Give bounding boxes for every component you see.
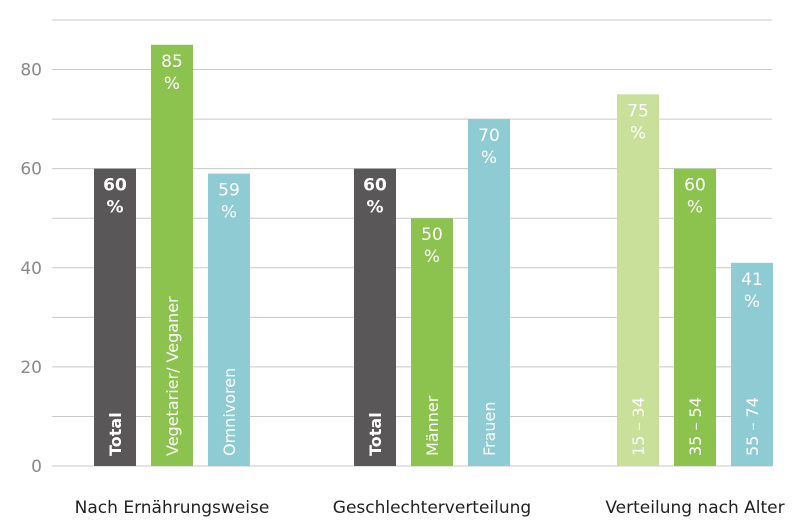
bar-unit-label: % [106, 198, 123, 218]
bar-category-label: 15 – 34 [629, 397, 648, 456]
bar [151, 44, 193, 467]
bar-category-label: 55 – 74 [743, 397, 762, 456]
y-axis: 0 20 40 60 80 [20, 61, 42, 477]
bar-category-label: 35 – 54 [686, 397, 705, 456]
bar [617, 94, 659, 466]
bar-category-label: Männer [423, 395, 442, 456]
bar-unit-label: % [164, 74, 180, 94]
bar-value-label: 59 [218, 181, 240, 201]
bars: 60% Total 85% Vegetarier/ Veganer 59% Omnivor… [94, 44, 773, 467]
bar [731, 262, 773, 466]
bar-unit-label: % [744, 292, 760, 312]
y-tick-label: 80 [20, 61, 42, 81]
bar-unit-label: % [630, 123, 646, 143]
bar-category-label: Total [366, 412, 385, 456]
bar-value-label: 50 [421, 225, 443, 245]
y-tick-label: 60 [20, 160, 42, 180]
bar-unit-label: % [481, 148, 497, 168]
bar-value-label: 60 [103, 176, 127, 196]
bar-value-label: 85 [161, 52, 183, 72]
bar [468, 119, 510, 466]
bar-value-label: 60 [363, 176, 387, 196]
bar-category-label: Total [106, 412, 125, 456]
group-label: Verteilung nach Alter [605, 498, 784, 518]
bar-category-label: Omnivoren [220, 368, 239, 456]
group-label: Geschlechterverteilung [333, 498, 531, 518]
bar-value-label: 60 [684, 176, 706, 196]
bar-unit-label: % [424, 247, 440, 267]
y-tick-label: 20 [20, 358, 42, 378]
bar [411, 218, 453, 466]
bar-category-label: Frauen [480, 401, 499, 456]
bar-unit-label: % [687, 198, 703, 218]
bar-unit-label: % [366, 198, 383, 218]
bar-value-label: 41 [741, 270, 763, 290]
group-label: Nach Ernährungsweise [75, 498, 270, 518]
bar-category-label: Vegetarier/ Veganer [163, 296, 182, 456]
bar [94, 168, 136, 466]
bar [354, 168, 396, 466]
bar-value-label: 75 [627, 101, 649, 121]
bar [208, 173, 250, 466]
y-tick-label: 40 [20, 259, 42, 279]
bar-value-label: 70 [478, 126, 500, 146]
y-tick-label: 0 [31, 457, 42, 477]
bar-unit-label: % [221, 203, 237, 223]
group-labels: Nach Ernährungsweise Geschlechterverteilu… [75, 498, 785, 518]
bar [674, 168, 716, 466]
